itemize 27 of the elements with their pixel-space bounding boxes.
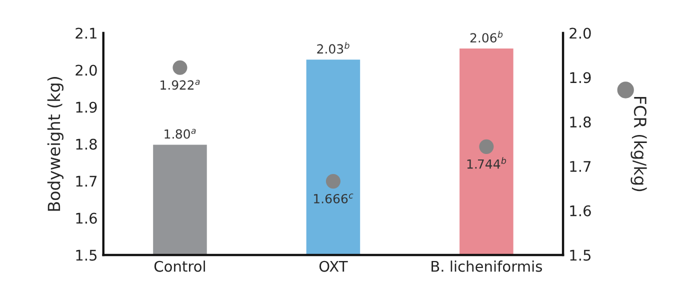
y-tick-label: 1.8 xyxy=(76,138,97,150)
y-tick-label: 1.9 xyxy=(76,102,97,113)
y-tick-label: 1.6 xyxy=(76,212,97,224)
y2-tick-label: 1.5 xyxy=(570,250,591,261)
data-label: 1.744$^{b}$ xyxy=(467,157,506,169)
y2-tick-label: 1.6 xyxy=(570,205,591,216)
point xyxy=(479,139,494,154)
x-tick-label: Control xyxy=(154,260,205,272)
y-tick-label: 1.5 xyxy=(76,250,97,261)
x-tick-label: OXT xyxy=(319,260,348,272)
y2-tick-label: 2.0 xyxy=(570,28,591,39)
y-axis-title: Bodyweight (kg) xyxy=(47,77,64,211)
data-label: 1.80$^{a}$ xyxy=(164,128,196,139)
y2-tick-label: 1.9 xyxy=(570,72,591,84)
data-label: 1.922$^{a}$ xyxy=(160,80,200,90)
data-label: 2.03$^{b}$ xyxy=(317,42,350,54)
y2-axis-title: FCR (kg/kg) xyxy=(630,97,647,192)
x-tick-label: B. licheniformis xyxy=(432,260,542,272)
y2-tick-label: 1.7 xyxy=(570,161,591,172)
data-label: 1.666$^{c}$ xyxy=(314,194,354,204)
y-tick-label: 1.7 xyxy=(76,176,97,187)
y2-tick-label: 1.8 xyxy=(570,116,591,128)
point xyxy=(326,174,340,189)
y-tick-label: 2.0 xyxy=(76,64,97,76)
point xyxy=(172,60,188,75)
data-label: 2.06$^{b}$ xyxy=(470,30,503,43)
y-tick-label: 2.1 xyxy=(76,28,96,39)
